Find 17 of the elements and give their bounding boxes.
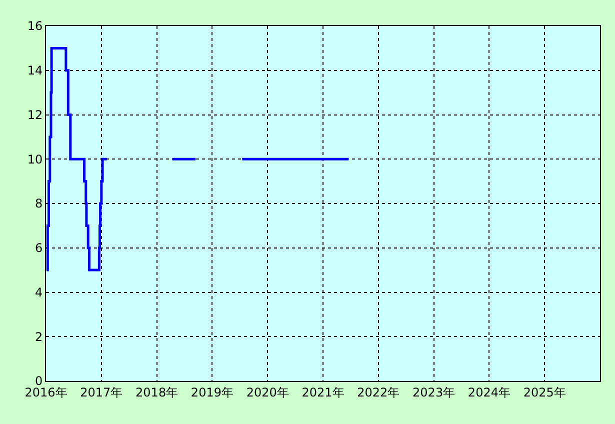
x-tick-label: 2023年: [412, 385, 456, 400]
y-tick-label: 10: [27, 152, 43, 166]
y-tick-label: 8: [34, 196, 43, 211]
x-tick-label: 2017年: [80, 385, 123, 400]
x-tick-label: 2021年: [302, 385, 344, 400]
x-tick-label: 2025年: [523, 385, 566, 400]
y-tick-label: 14: [27, 64, 43, 78]
y-tick-label: 4: [34, 285, 43, 300]
x-tick-label: 2020年: [246, 385, 289, 400]
x-tick-label: 2022年: [357, 385, 400, 400]
x-tick-label: 2018年: [136, 385, 178, 400]
y-tick-label: 2: [34, 330, 43, 344]
y-tick-label: 16: [27, 19, 43, 34]
y-tick-label: 6: [34, 241, 43, 256]
y-tick-label: 12: [27, 108, 43, 122]
x-tick-label: 2024年: [468, 385, 510, 400]
x-tick-label: 2019年: [190, 385, 234, 400]
